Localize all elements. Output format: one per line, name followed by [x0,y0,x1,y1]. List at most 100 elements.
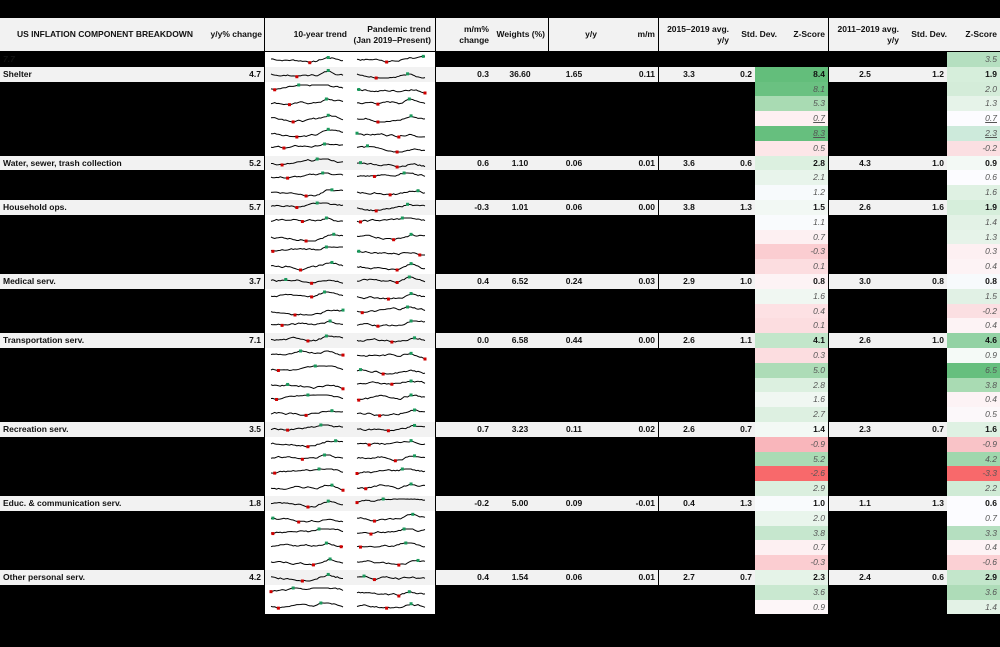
std2-value: 1.6 [901,200,947,215]
sparkline-pandemic-icon [353,141,429,155]
sparkline-pandemic-icon [353,170,429,184]
sparkline-10yr-icon [267,570,347,584]
z-score-1519: 1.1 [755,214,828,230]
sparkline-10yr-icon [267,585,347,599]
mm-change-value: 0.7 [436,422,492,437]
avg-1119-value: 2.6 [829,333,901,348]
z-score-1519: 5.3 [755,96,828,112]
sparkline-pandemic-icon [353,540,429,554]
sparkline-pandemic-icon [353,274,429,288]
sparkline-10yr-icon [267,170,347,184]
mm-contrib-value: -0.01 [600,496,658,511]
category-label: Recreation serv. [0,422,205,437]
sub-row: 2.0 0.7 [0,510,1000,526]
sparkline-10yr-icon [267,540,347,554]
sub-row: 2.9 2.2 [0,481,1000,496]
std1-value: 0.2 [719,66,755,82]
sparkline-pandemic-icon [353,570,429,584]
weights-value: 36.60 [492,66,548,82]
z-score-1519: 1.0 [755,496,828,511]
weights-value: 3.23 [492,422,548,437]
std2-value: 0.6 [901,570,947,585]
col-std2: Std. Dev. [911,29,947,39]
z-score-1519: 0.7 [755,229,828,245]
sparkline-pandemic-icon [353,600,429,614]
sparkline-10yr-icon [267,378,347,392]
avg-1519-value: 2.7 [659,570,719,585]
sparkline-10yr-icon [267,215,347,229]
z-score-1519: 0.1 [755,259,828,274]
sparkline-pair [265,155,435,171]
table-row: Household ops. 5.7 -0.3 1.01 0.06 0.00 3.8 1.3 2… [0,200,1000,215]
z-score-1519: 2.9 [755,481,828,496]
avg-1119-value: 2.3 [829,422,901,437]
table-header: US INFLATION COMPONENT BREAKDOWN y/y% ch… [0,18,1000,51]
sparkline-10yr-icon [267,526,347,540]
z-score-1519: -0.3 [755,555,828,570]
yy-change-value: 7.1 [205,333,264,348]
sub-row: 0.4 -0.2 [0,303,1000,319]
z-score-1119: 1.3 [947,229,1000,245]
sparkline-10yr-icon [267,126,347,140]
sparkline-pair [265,274,435,289]
z-score-1519: 1.6 [755,288,828,304]
z-score-1519: 1.4 [755,422,828,437]
sparkline-pair [265,377,435,393]
avg-1519-value: 2.9 [659,274,719,289]
table-row: Recreation serv. 3.5 0.7 3.23 0.11 0.02 2.6 0.7… [0,422,1000,437]
col-pandemic-trend: Pandemic trend (Jan 2019–Present) [353,23,432,45]
sparkline-10yr-icon [267,156,347,170]
weights-value: 1.01 [492,200,548,215]
mm-change-value: 0.4 [436,274,492,289]
sparkline-10yr-icon [267,481,347,495]
sparkline-pandemic-icon [353,126,429,140]
sub-row: 1.6 1.5 [0,288,1000,304]
z-score-1519: 1.2 [755,185,828,200]
sub-row: 5.0 6.5 [0,362,1000,378]
sparkline-pandemic-icon [353,392,429,406]
col-yy: y/y [585,29,597,39]
sparkline-pair [265,510,435,526]
sparkline-pandemic-icon [353,481,429,495]
sparkline-pair [265,466,435,482]
std1-value: 1.0 [719,274,755,289]
z-score-1119: 0.9 [947,155,1000,171]
sparkline-pandemic-icon [353,585,429,599]
divider [548,18,549,51]
category-label: Educ. & communication serv. [0,496,205,511]
weights-value: 6.52 [492,274,548,289]
z-score-1519: 2.3 [755,570,828,585]
yy-change-value: 4.2 [205,570,264,585]
z-score-1519: 1.5 [755,200,828,215]
mm-change-value: -0.3 [436,200,492,215]
z-score-1519: 0.4 [755,303,828,319]
sub-row: 0.3 0.9 [0,348,1000,363]
sparkline-pandemic-icon [353,407,429,421]
sparkline-pandemic-icon [353,289,429,303]
z-score-1519: 2.0 [755,510,828,526]
z-score-1119: 0.4 [947,318,1000,334]
table-row: Transportation serv. 7.1 0.0 6.58 0.44 0.00 2.… [0,333,1000,348]
sparkline-10yr-icon [267,96,347,110]
category-label: Water, sewer, trash collection [0,155,205,171]
sparkline-10yr-icon [267,392,347,406]
z-score-1119: 0.4 [947,392,1000,408]
sparkline-10yr-icon [267,333,347,347]
category-label: Shelter [0,66,205,82]
category-label: Transportation serv. [0,333,205,348]
yy-contrib-value: 0.09 [548,496,600,511]
sparkline-10yr-icon [267,363,347,377]
table-row: Medical serv. 3.7 0.4 6.52 0.24 0.03 2.9 1.0 3.0… [0,274,1000,289]
sparkline-pair [265,66,435,82]
sparkline-pair [265,318,435,334]
z-score-1119: 0.8 [947,274,1000,289]
sparkline-pair [265,362,435,378]
sub-row: 0.7 1.3 [0,229,1000,245]
table-row: Water, sewer, trash collection 5.2 0.6 1.10… [0,155,1000,171]
sub-row: -0.9 -0.9 [0,436,1000,452]
z-score-1119: 0.3 [947,244,1000,260]
sparkline-pair [265,540,435,556]
z-score-1119: 1.3 [947,96,1000,112]
z-score-1119: 2.2 [947,481,1000,496]
sparkline-pandemic-icon [353,200,429,214]
